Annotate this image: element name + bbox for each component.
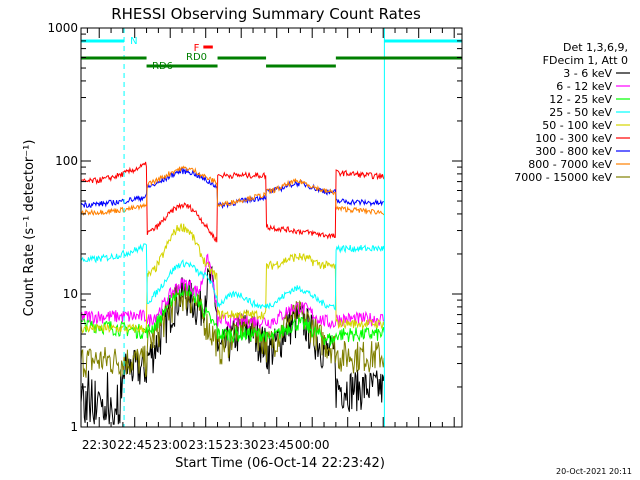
series-line-50-100-kev: [80, 223, 385, 334]
legend-header-line-2: FDecim 1, Att 0: [543, 54, 628, 67]
legend-entry-label: 300 - 800 keV: [535, 145, 612, 158]
y-tick-label: 100: [55, 154, 78, 168]
series-line-6-12-kev: [80, 253, 385, 330]
x-tick-label: 22:30: [82, 438, 117, 452]
y-tick-label: 1: [70, 420, 78, 434]
chart-title: RHESSI Observing Summary Count Rates: [111, 5, 421, 23]
legend-entry-label: 800 - 7000 keV: [528, 158, 612, 171]
legend-entry-label: 7000 - 15000 keV: [514, 171, 612, 184]
flag-bar-label: RD0: [186, 52, 207, 63]
legend: Det 1,3,6,9, FDecim 1, Att 0 3 - 6 keV6 …: [514, 41, 630, 184]
x-tick-label: 00:00: [295, 438, 330, 452]
x-tick-label: 23:15: [188, 438, 223, 452]
flag-bar-label: F: [194, 43, 200, 54]
y-tick-label: 10: [63, 287, 78, 301]
y-tick-label: 1000: [47, 21, 78, 35]
plot-frame: [80, 27, 463, 428]
legend-entry-label: 50 - 100 keV: [542, 119, 612, 132]
legend-entry-label: 3 - 6 keV: [563, 67, 612, 80]
series-line-800-7000-kev: [80, 165, 385, 216]
y-axis-label: Count Rate (s⁻¹ detector⁻¹): [22, 140, 37, 317]
legend-entry-label: 25 - 50 keV: [549, 106, 612, 119]
x-tick-label: 22:45: [117, 438, 152, 452]
series-line-100-300-kev: [80, 161, 385, 243]
series-line-7000-15000-kev: [80, 282, 385, 378]
x-tick-label: 23:45: [259, 438, 294, 452]
legend-entry-label: 12 - 25 keV: [549, 93, 612, 106]
series-traces: [80, 161, 385, 425]
flag-bar-label: RD6: [152, 61, 173, 72]
series-line-3-6-kev: [80, 265, 385, 425]
x-tick-label: 23:00: [153, 438, 188, 452]
legend-header-line-1: Det 1,3,6,9,: [563, 41, 628, 54]
series-line-12-25-kev: [80, 282, 385, 347]
x-tick-label: 23:30: [224, 438, 259, 452]
series-line-25-50-kev: [80, 243, 385, 311]
x-axis-label: Start Time (06-Oct-14 22:23:42): [175, 456, 385, 471]
legend-entry-label: 6 - 12 keV: [556, 80, 612, 93]
axes: 1 10 100 1000 22:30 22:45 23:00 23:15 23:30 23:45…: [47, 21, 462, 452]
footer-timestamp: 20-Oct-2021 20:11: [556, 467, 632, 476]
series-line-300-800-kev: [80, 167, 385, 209]
flag-bar-label: N: [130, 36, 137, 47]
legend-entry-label: 100 - 300 keV: [535, 132, 612, 145]
